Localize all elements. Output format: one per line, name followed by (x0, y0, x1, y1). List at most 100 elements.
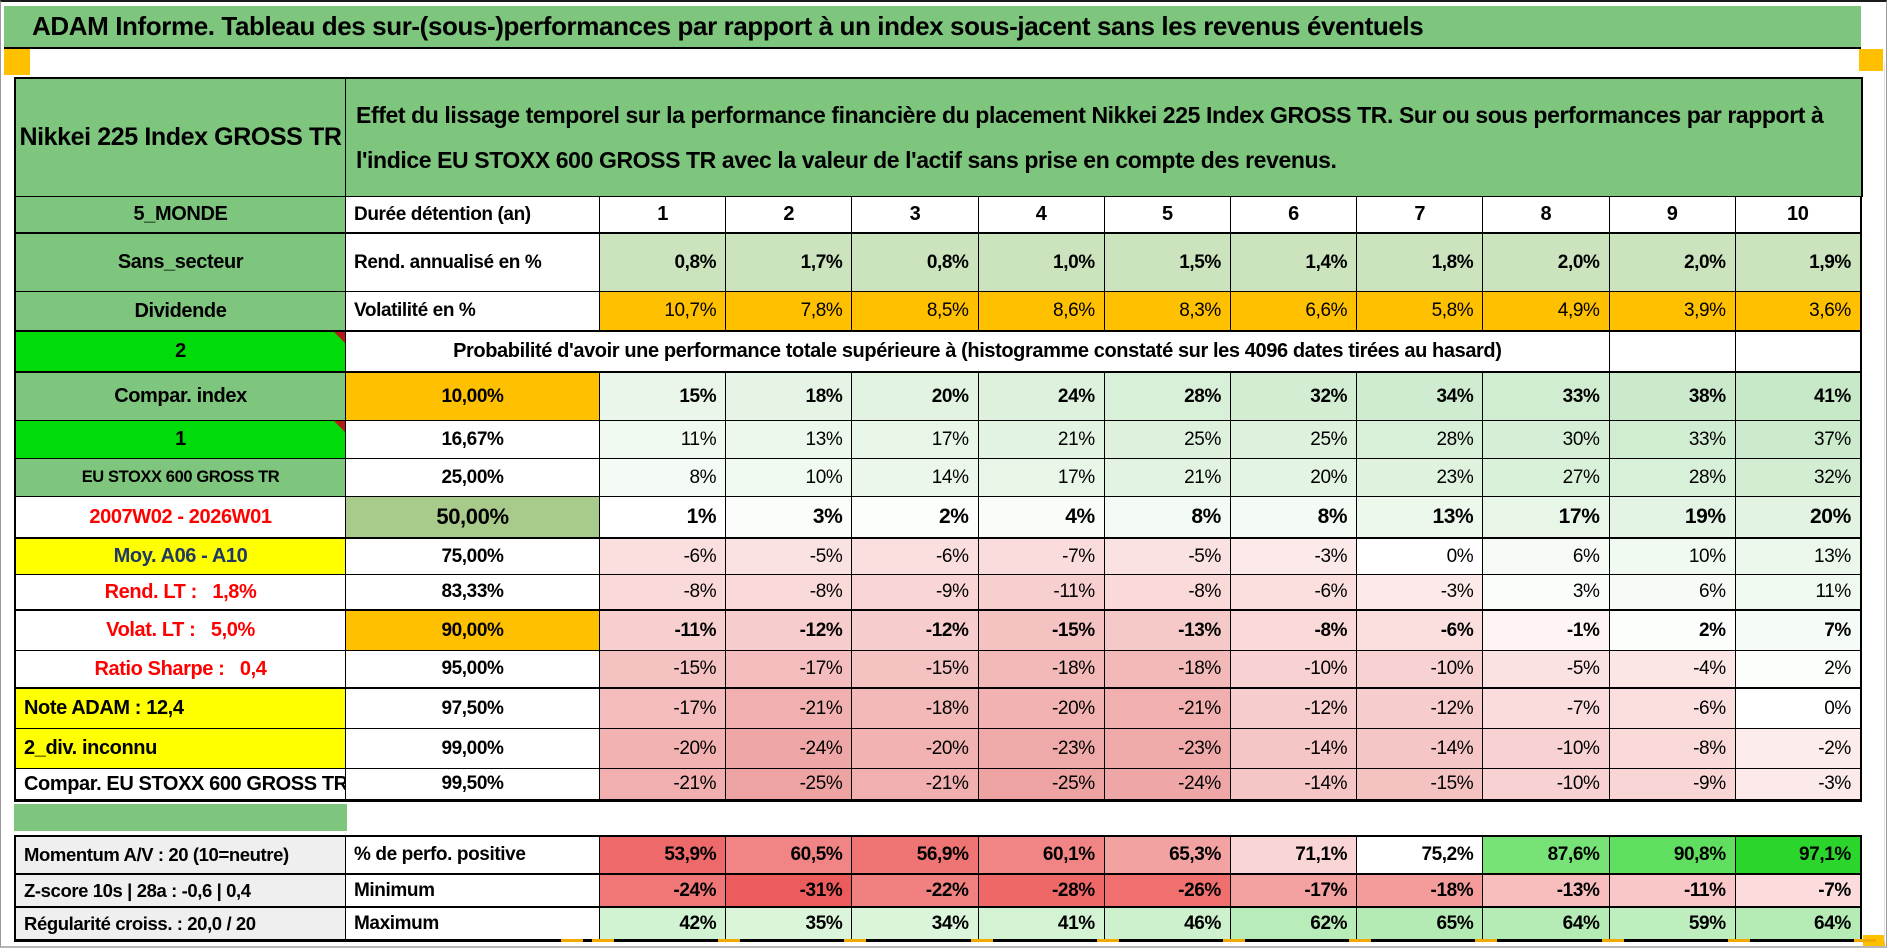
data-cell[interactable]: 60,1% (978, 835, 1105, 875)
data-cell[interactable]: 34% (1357, 373, 1484, 421)
data-cell[interactable]: 8,3% (1104, 292, 1231, 332)
data-cell[interactable]: 11% (600, 421, 727, 459)
data-cell[interactable]: -20% (978, 689, 1105, 729)
data-cell[interactable]: 3% (1483, 575, 1610, 611)
data-cell[interactable]: -10% (1357, 651, 1484, 689)
data-cell[interactable]: 59% (1609, 908, 1736, 942)
column-header-cell[interactable]: 10 (1735, 197, 1862, 234)
row-label-cell[interactable]: 2_div. inconnu (14, 729, 346, 769)
metric-cell[interactable]: 99,00% (346, 729, 600, 769)
probability-banner-cell[interactable]: Probabilité d'avoir une performance tota… (346, 332, 1610, 373)
data-cell[interactable]: 10,7% (600, 292, 727, 332)
data-cell[interactable]: -6% (1230, 575, 1358, 611)
data-cell[interactable]: 18% (726, 373, 853, 421)
column-header-cell[interactable]: 1 (600, 197, 727, 234)
row-label-cell[interactable]: Note ADAM : 12,4 (14, 689, 346, 729)
data-cell[interactable]: 64% (1735, 908, 1862, 942)
data-cell[interactable]: 27% (1483, 459, 1610, 497)
row-label-cell[interactable]: Moy. A06 - A10 (14, 539, 346, 575)
data-cell[interactable]: -7% (1483, 689, 1610, 729)
data-cell[interactable]: -18% (1357, 875, 1484, 908)
row-label-cell[interactable]: Compar. index (14, 373, 346, 421)
data-cell[interactable]: 87,6% (1483, 835, 1610, 875)
data-cell[interactable]: -5% (1483, 651, 1610, 689)
data-cell[interactable]: -15% (1357, 769, 1484, 802)
data-cell[interactable]: 32% (1735, 459, 1862, 497)
data-cell[interactable]: -1% (1483, 611, 1610, 651)
data-cell[interactable]: 30% (1483, 421, 1610, 459)
data-cell[interactable]: -25% (726, 769, 853, 802)
data-cell[interactable]: -9% (852, 575, 979, 611)
data-cell[interactable]: 38% (1609, 373, 1736, 421)
data-cell[interactable]: -2% (1735, 729, 1862, 769)
data-cell[interactable]: -3% (1357, 575, 1484, 611)
data-cell[interactable]: 17% (1483, 497, 1610, 539)
data-cell[interactable]: 8,6% (978, 292, 1105, 332)
data-cell[interactable]: 0% (1735, 689, 1862, 729)
data-cell[interactable]: 0,8% (852, 234, 979, 292)
data-cell[interactable]: -21% (726, 689, 853, 729)
data-cell[interactable]: 19% (1609, 497, 1736, 539)
data-cell[interactable]: 60,5% (726, 835, 853, 875)
column-header-cell[interactable]: 8 (1483, 197, 1610, 234)
data-cell[interactable]: -21% (852, 769, 979, 802)
data-cell[interactable]: -20% (852, 729, 979, 769)
data-cell[interactable]: -21% (600, 769, 727, 802)
data-cell[interactable]: -23% (1104, 729, 1231, 769)
data-cell[interactable]: -8% (1609, 729, 1736, 769)
data-cell[interactable]: -6% (852, 539, 979, 575)
data-cell[interactable]: -11% (1609, 875, 1736, 908)
data-cell[interactable]: -6% (600, 539, 727, 575)
data-cell[interactable]: 10% (1609, 539, 1736, 575)
data-cell[interactable]: -17% (1230, 875, 1358, 908)
data-cell[interactable]: 41% (1735, 373, 1862, 421)
metric-cell[interactable]: Volatilité en % (346, 292, 600, 332)
data-cell[interactable]: 0% (1357, 539, 1484, 575)
data-cell[interactable]: 1,5% (1104, 234, 1231, 292)
data-cell[interactable]: -5% (1104, 539, 1231, 575)
data-cell[interactable]: 14% (852, 459, 979, 497)
row-label-cell[interactable]: Sans_secteur (14, 234, 346, 292)
data-cell[interactable]: -11% (978, 575, 1105, 611)
data-cell[interactable]: 1% (600, 497, 727, 539)
data-cell[interactable]: 6,6% (1230, 292, 1358, 332)
data-cell[interactable]: 13% (1357, 497, 1484, 539)
data-cell[interactable]: -20% (600, 729, 727, 769)
row-label-cell[interactable]: Momentum A/V : 20 (10=neutre) (14, 835, 346, 875)
data-cell[interactable]: -8% (1230, 611, 1358, 651)
data-cell[interactable]: -18% (978, 651, 1105, 689)
data-cell[interactable]: -13% (1104, 611, 1231, 651)
data-cell[interactable]: -31% (726, 875, 853, 908)
metric-cell[interactable]: 97,50% (346, 689, 600, 729)
data-cell[interactable]: -17% (726, 651, 853, 689)
metric-cell[interactable]: Rend. annualisé en % (346, 234, 600, 292)
data-cell[interactable]: 1,0% (978, 234, 1105, 292)
data-cell[interactable]: 2% (1735, 651, 1862, 689)
data-cell[interactable]: -4% (1609, 651, 1736, 689)
data-cell[interactable]: 25% (1104, 421, 1231, 459)
data-cell[interactable]: -11% (600, 611, 727, 651)
data-cell[interactable]: 53,9% (600, 835, 727, 875)
column-header-cell[interactable]: 2 (726, 197, 853, 234)
metric-cell[interactable]: Maximum (346, 908, 600, 942)
data-cell[interactable]: -22% (852, 875, 979, 908)
metric-cell[interactable]: 16,67% (346, 421, 600, 459)
data-cell[interactable]: 75,2% (1357, 835, 1484, 875)
data-cell[interactable]: -8% (600, 575, 727, 611)
data-cell[interactable]: 13% (726, 421, 853, 459)
metric-cell[interactable]: % de perfo. positive (346, 835, 600, 875)
data-cell[interactable]: 3% (726, 497, 853, 539)
row-label-cell[interactable]: Compar. EU STOXX 600 GROSS TR (14, 769, 346, 802)
row-label-cell[interactable]: 5_MONDE (14, 197, 346, 234)
data-cell[interactable]: 2% (852, 497, 979, 539)
data-cell[interactable]: -24% (726, 729, 853, 769)
row-label-cell-with-comment-marker-icon[interactable]: 1 (14, 421, 346, 459)
data-cell[interactable]: -14% (1230, 769, 1358, 802)
metric-cell[interactable]: 99,50% (346, 769, 600, 802)
asset-name-cell[interactable]: Nikkei 225 Index GROSS TR (14, 77, 346, 197)
row-label-cell-with-comment-marker-icon[interactable]: 2 (14, 332, 346, 373)
row-label-cell[interactable]: Rend. LT : 1,8% (14, 575, 346, 611)
data-cell[interactable]: 15% (600, 373, 727, 421)
data-cell[interactable]: -12% (852, 611, 979, 651)
data-cell[interactable]: 1,8% (1357, 234, 1484, 292)
